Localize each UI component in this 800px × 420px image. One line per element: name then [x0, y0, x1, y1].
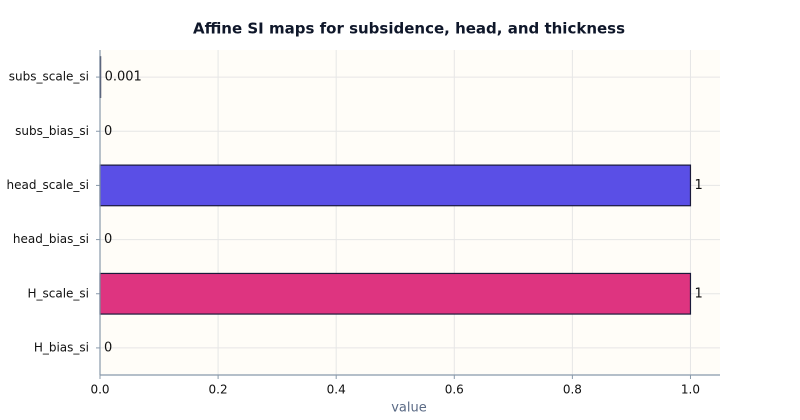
data-label: 0: [104, 340, 112, 355]
y-tick-label: head_bias_si: [13, 232, 89, 246]
x-tick-label: 1.0: [681, 383, 700, 397]
chart-title: Affine SI maps for subsidence, head, and…: [193, 20, 625, 38]
x-tick-label: 0.8: [563, 383, 582, 397]
y-tick-label: head_scale_si: [7, 178, 89, 192]
x-tick-label: 0.2: [209, 383, 228, 397]
y-tick-label: subs_scale_si: [9, 70, 89, 84]
y-tick-label: subs_bias_si: [15, 124, 89, 138]
y-tick-label: H_bias_si: [34, 340, 89, 354]
data-label: 0.001: [105, 70, 142, 85]
data-label: 1: [694, 286, 702, 301]
x-tick-label: 0.6: [445, 383, 464, 397]
y-tick-label: H_scale_si: [27, 286, 89, 300]
data-label: 0: [104, 124, 112, 139]
bar: [99, 272, 692, 315]
data-label: 1: [694, 178, 702, 193]
bar: [99, 164, 692, 207]
data-label: 0: [104, 232, 112, 247]
x-axis-label: value: [391, 401, 427, 416]
x-tick-label: 0.0: [90, 383, 109, 397]
plot-area: [100, 50, 720, 375]
x-tick-label: 0.4: [327, 383, 346, 397]
